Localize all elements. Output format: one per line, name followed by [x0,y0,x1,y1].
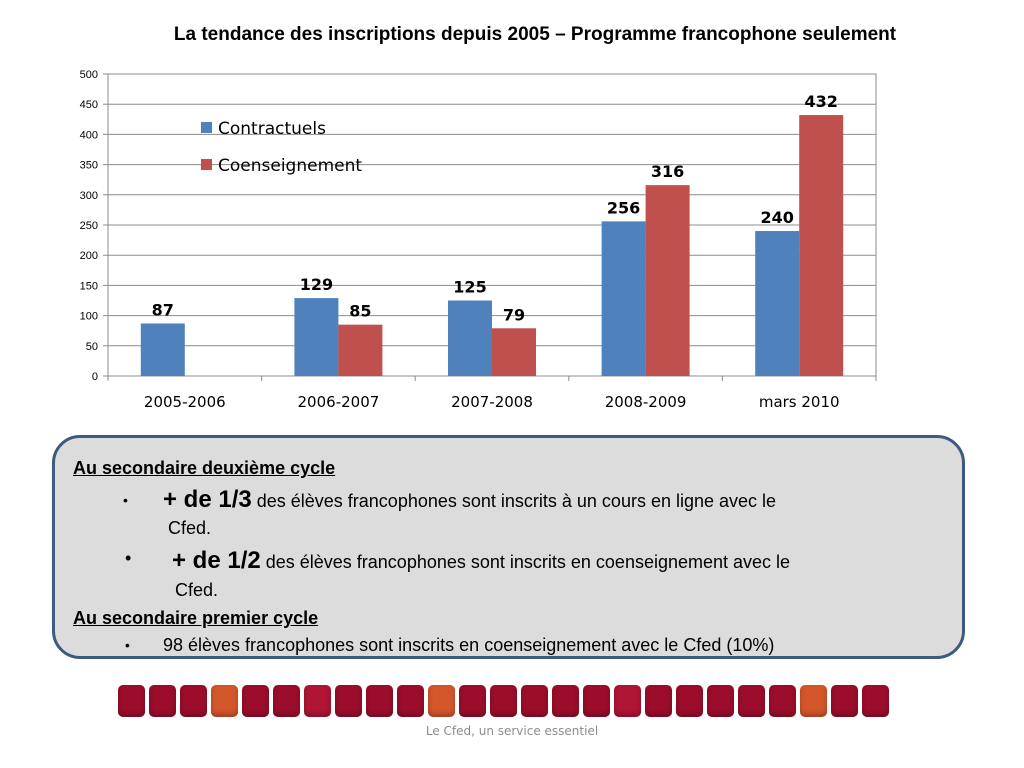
y-tick-label: 150 [80,280,98,292]
legend-swatch [201,159,212,170]
y-tick-label: 450 [80,99,98,111]
bar-contractuels [294,298,339,376]
decorative-block [273,685,300,717]
x-category-label: 2005-2006 [144,393,226,411]
bar-coenseignement [338,324,383,376]
bullet-mark: • [125,548,132,568]
y-tick-label: 250 [80,220,98,232]
decorative-block [490,685,517,717]
decorative-block [459,685,486,717]
decorative-block [552,685,579,717]
bar-contractuels [140,323,185,376]
decorative-block [707,685,734,717]
y-tick-label: 0 [92,371,98,383]
x-category-label: 2007-2008 [451,393,533,411]
decorative-block [242,685,269,717]
data-label: 240 [760,208,793,227]
data-label: 256 [607,198,640,217]
bar-coenseignement [645,185,690,376]
bullet-coteaching-text: des élèves francophones sont inscrits en… [260,552,791,572]
y-tick-label: 400 [80,129,98,141]
bullet-mark: • [123,492,128,508]
decorative-block [831,685,858,717]
summary-box: Au secondaire deuxième cycle • + de 1/3 … [52,435,965,659]
decorative-block [614,685,641,717]
y-tick-label: 200 [80,250,98,262]
decorative-block [676,685,703,717]
data-label: 316 [651,162,684,181]
bullet-online-continuation: Cfed. [168,518,212,538]
decorative-block [769,685,796,717]
x-category-label: mars 2010 [759,393,840,411]
decorative-block [304,685,331,717]
decorative-block [335,685,362,717]
fraction-one-third: + de 1/3 [163,486,252,513]
enrollment-bar-chart: 0 50 100 150 200 250 300 350 400 450 500 2005-2006 2… [80,69,877,411]
decorative-block [521,685,548,717]
data-label: 129 [300,275,333,294]
data-label: 125 [453,278,486,297]
bullet-online-courses: + de 1/3 des élèves francophones sont in… [163,486,776,515]
footer-text: Le Cfed, un service essentiel [425,724,599,738]
bar-contractuels [755,231,800,376]
decorative-block [180,685,207,717]
section-title-first-cycle: Au secondaire premier cycle [73,608,319,628]
decorative-block [862,685,889,717]
decorative-block-strip [118,685,889,719]
x-category-label: 2008-2009 [605,393,687,411]
bullet-coteaching: + de 1/2 des élèves francophones sont in… [172,547,790,576]
decorative-block [211,685,238,717]
x-category-label: 2006-2007 [298,393,380,411]
legend-label: Coenseignement [218,156,362,176]
fraction-one-half: + de 1/2 [172,547,261,574]
section-title-second-cycle: Au secondaire deuxième cycle [73,458,336,478]
bullet-coteaching-continuation: Cfed. [175,580,219,600]
decorative-block [428,685,455,717]
bar-coenseignement [492,328,536,376]
bar-contractuels [448,300,492,376]
data-label: 85 [349,302,371,321]
y-tick-label: 350 [80,160,98,172]
chart-title: La tendance des inscriptions depuis 2005… [173,24,897,45]
y-tick-label: 300 [80,190,98,202]
decorative-block [800,685,827,717]
bullet-mark: • [125,637,130,653]
y-tick-label: 50 [86,341,98,353]
decorative-block [583,685,610,717]
bullet-online-text: des élèves francophones sont inscrits à … [251,491,777,511]
decorative-block [118,685,145,717]
bar-contractuels [601,221,646,376]
decorative-block [738,685,765,717]
decorative-block [397,685,424,717]
legend-swatch [201,122,212,133]
decorative-block [366,685,393,717]
decorative-block [645,685,672,717]
bullet-first-cycle: 98 élèves francophones sont inscrits en … [163,635,775,655]
data-label: 79 [503,305,525,324]
y-tick-label: 500 [80,69,98,81]
decorative-block [149,685,176,717]
bar-coenseignement [799,115,844,377]
data-label: 87 [152,300,174,319]
data-label: 432 [804,92,837,111]
y-tick-label: 100 [80,311,98,323]
legend-label: Contractuels [218,119,326,139]
